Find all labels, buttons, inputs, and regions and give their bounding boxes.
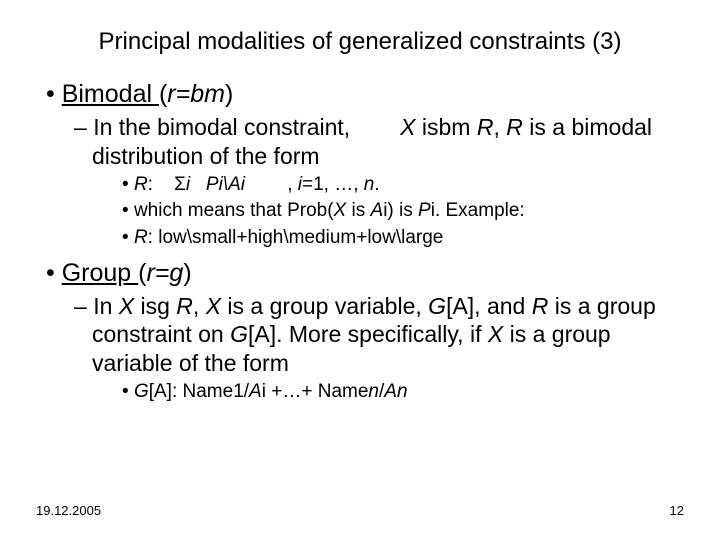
l1-bimodal-paren-close: ) — [225, 80, 233, 108]
text: , — [493, 114, 506, 140]
text-var: R — [134, 227, 148, 248]
text-var: X — [488, 321, 503, 347]
l1-group-label: Group — [62, 259, 138, 287]
sigma-icon: Σ — [174, 174, 186, 195]
l2-bimodal-desc: In the bimodal constraint, X isbm R, R is… — [74, 113, 684, 251]
l3-ga-def: G[A]: Name1/Ai +…+ Namen/An — [122, 380, 684, 405]
text-var: G — [230, 321, 248, 347]
text: =1, …, — [302, 174, 364, 195]
text: Name1/ — [177, 381, 249, 402]
text: +…+ Name — [266, 381, 368, 402]
text: is — [346, 200, 370, 221]
text: Pi\Ai — [206, 174, 245, 195]
text-sub: i — [186, 174, 190, 195]
text-var: R — [176, 293, 193, 319]
footer-page-number: 12 — [670, 503, 684, 518]
text-var: X — [119, 293, 134, 319]
text-var: R — [532, 293, 549, 319]
bullet-list-level-3: G[A]: Name1/Ai +…+ Namen/An — [92, 380, 684, 405]
l1-bimodal: Bimodal (r=bm) In the bimodal constraint… — [46, 80, 684, 251]
l1-bimodal-label: Bimodal — [62, 80, 159, 108]
text-var: G — [134, 381, 149, 402]
text-sub: n — [397, 381, 408, 402]
text: . Example: — [435, 200, 525, 221]
text: In — [93, 293, 119, 319]
l3-r-def: R: Σi Pi\Ai , i=1, …, n. — [122, 173, 684, 198]
bullet-list-level-3: R: Σi Pi\Ai , i=1, …, n. which means tha… — [92, 173, 684, 251]
slide-title: Principal modalities of generalized cons… — [36, 28, 684, 56]
text-var: X — [206, 293, 221, 319]
l3-prob: which means that Prob(X is Ai) is Pi. Ex… — [122, 199, 684, 224]
text: [A]: — [149, 381, 178, 402]
text-var: X — [400, 114, 415, 140]
text: isbm — [416, 114, 477, 140]
text: [A], — [446, 293, 487, 319]
text: [A]. — [248, 321, 283, 347]
footer-date: 19.12.2005 — [36, 503, 101, 518]
text-var: P — [418, 200, 431, 221]
text: , — [193, 293, 206, 319]
text: : — [148, 174, 153, 195]
bullet-list-level-1: Bimodal (r=bm) In the bimodal constraint… — [36, 80, 684, 405]
l1-bimodal-paren-body: r=bm — [167, 80, 225, 108]
text-var: X — [334, 200, 347, 221]
text: . — [374, 174, 379, 195]
l1-group: Group (r=g) In X isg R, X is a group var… — [46, 259, 684, 405]
text: ) is — [387, 200, 418, 221]
text: which means that Prob( — [134, 200, 334, 221]
text-var: R — [134, 174, 148, 195]
bullet-list-level-2: In the bimodal constraint, X isbm R, R is… — [46, 113, 684, 251]
text: and — [487, 293, 532, 319]
text-var: A — [249, 381, 262, 402]
l3-example: R: low\small+high\medium+low\large — [122, 226, 684, 251]
text: , — [287, 174, 298, 195]
text-var: R — [506, 114, 523, 140]
text: More specifically, if — [283, 321, 488, 347]
text: is a group variable, — [221, 293, 428, 319]
text-var: R — [477, 114, 494, 140]
text-var: A — [371, 200, 384, 221]
text-var: G — [428, 293, 446, 319]
l1-group-paren-body: r=g — [146, 259, 183, 287]
text-var: n — [364, 174, 375, 195]
text: : low\small+high\medium+low\large — [148, 227, 444, 248]
text: In the bimodal constraint, — [93, 114, 350, 140]
text-sub: n — [368, 381, 379, 402]
l2-group-desc: In X isg R, X is a group variable, G[A],… — [74, 292, 684, 405]
text-var: A — [384, 381, 397, 402]
text: isg — [134, 293, 176, 319]
bullet-list-level-2: In X isg R, X is a group variable, G[A],… — [46, 292, 684, 405]
l1-group-paren-close: ) — [183, 259, 191, 287]
slide: Principal modalities of generalized cons… — [0, 0, 720, 540]
